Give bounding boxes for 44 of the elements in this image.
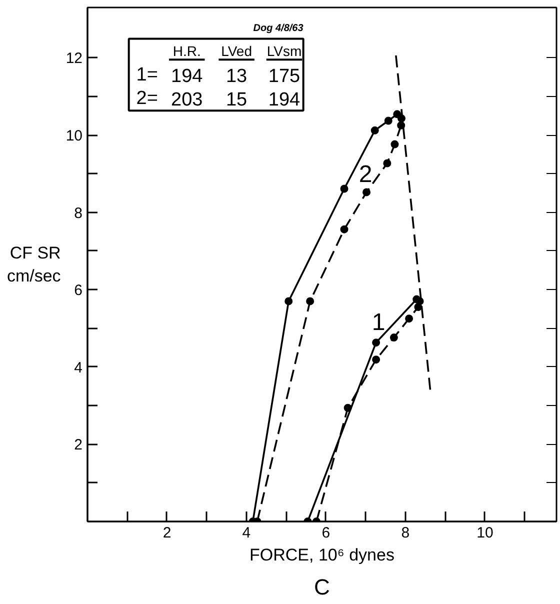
point	[340, 225, 348, 234]
point	[393, 110, 402, 118]
y-tick-label: 8	[74, 204, 82, 222]
annotation: 13	[226, 66, 248, 88]
annotation: 175	[268, 66, 300, 88]
text: C	[314, 574, 330, 600]
annotation: LVsm	[266, 43, 302, 60]
y-tick-label: 10	[66, 128, 83, 145]
annotation: 2	[358, 161, 372, 188]
x-tick-label: 6	[322, 524, 330, 542]
point	[306, 297, 314, 306]
annotation: 2=	[136, 88, 158, 109]
point	[390, 140, 399, 148]
annotation: 1	[372, 309, 386, 336]
x-axis-title: FORCE, 10⁶ dynes	[250, 546, 394, 564]
annotation: H.R.	[172, 43, 201, 60]
annotation: 194	[268, 89, 301, 110]
point	[370, 126, 379, 134]
point	[372, 356, 380, 364]
y-tick-label: 6	[74, 282, 82, 300]
point	[284, 297, 293, 306]
point	[390, 334, 398, 342]
point	[384, 116, 392, 125]
annotation: LVed	[221, 43, 252, 60]
annotation: 194	[171, 66, 204, 88]
x-tick-label: 4	[242, 524, 251, 542]
annotation: Dog 4/8/63	[253, 22, 304, 34]
point	[405, 314, 414, 323]
point	[412, 295, 421, 304]
point	[372, 338, 380, 347]
y-axis-title: CF SR cm/sec	[6, 244, 62, 286]
point	[397, 121, 406, 130]
annotation: 1=	[136, 64, 158, 86]
x-tick-label: 2	[162, 524, 172, 542]
annotation: 15	[226, 89, 248, 110]
x-tick-label: 10	[476, 524, 494, 542]
annotation: 203	[171, 89, 203, 110]
point	[340, 184, 348, 193]
y-tick-label: 4	[74, 359, 82, 376]
y-tick-label: 2	[74, 436, 82, 454]
y-tick-label: 12	[66, 50, 83, 68]
x-tick-label: 8	[401, 524, 410, 542]
point	[383, 159, 392, 168]
point	[362, 188, 371, 196]
